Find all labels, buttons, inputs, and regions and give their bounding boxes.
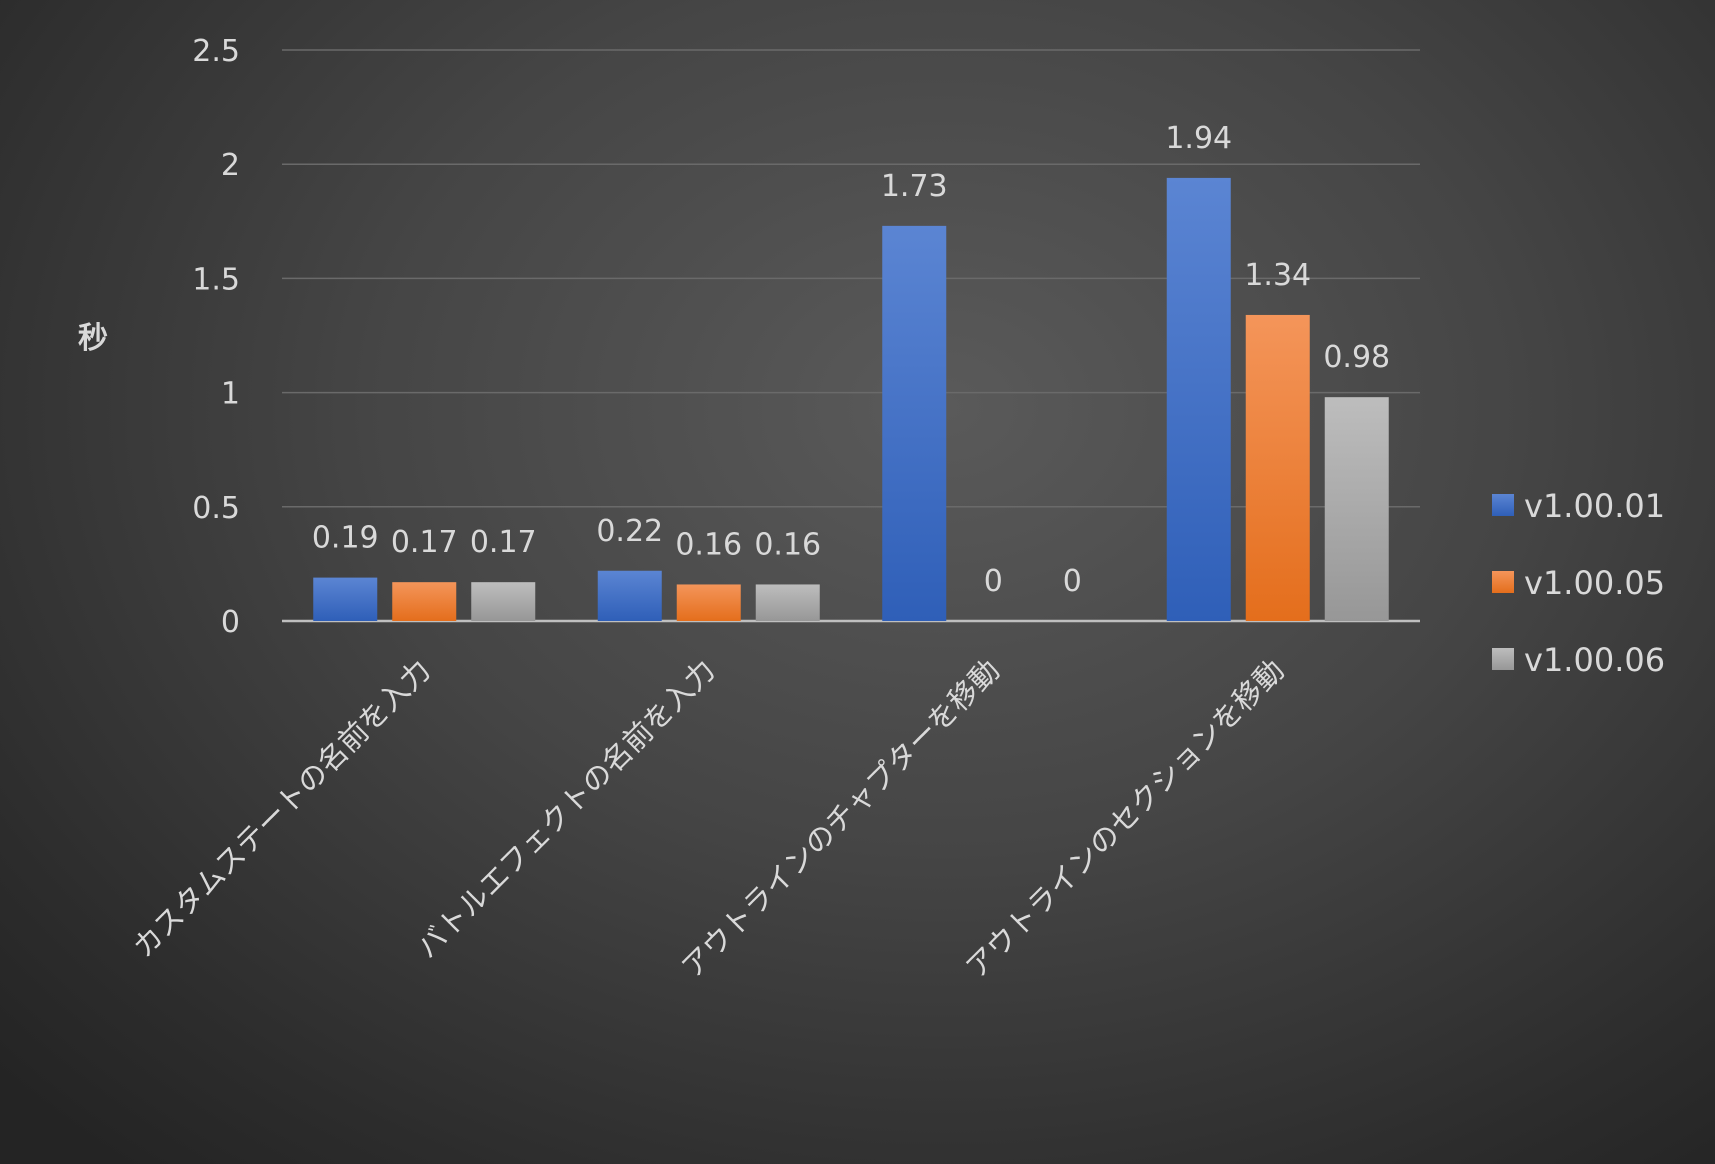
x-axis-labels: カスタムステートの名前を入力バトルエフェクトの名前を入力アウトラインのチャプター…: [126, 653, 1291, 985]
legend-label: v1.00.01: [1524, 487, 1665, 525]
data-label: 0: [1063, 564, 1082, 599]
bar-v1.00.01-1: [597, 570, 662, 621]
bar-v1.00.06-1: [755, 584, 820, 621]
legend: v1.00.01 v1.00.05 v1.00.06: [1492, 487, 1665, 679]
legend-label: v1.00.06: [1524, 641, 1665, 679]
y-tick-label: 0.5: [192, 491, 240, 526]
y-tick-label: 1.5: [192, 262, 240, 297]
x-tick-label: バトルエフェクトの名前を入力: [410, 653, 722, 965]
x-tick-label: アウトラインのチャプターを移動: [675, 653, 1006, 984]
data-label: 1.94: [1165, 121, 1232, 156]
bar-v1.00.01-2: [882, 225, 947, 622]
y-tick-label: 2: [221, 148, 240, 183]
bar-v1.00.05-3: [1245, 314, 1310, 621]
legend-swatch: [1492, 648, 1514, 670]
legend-swatch: [1492, 571, 1514, 593]
y-axis-ticks: 0 0.5 1 1.5 2 2.5: [192, 34, 240, 640]
data-label: 0.16: [675, 527, 742, 562]
y-axis-title: 秒: [78, 321, 108, 356]
bars: [313, 177, 1389, 622]
data-label: 0.98: [1323, 340, 1390, 375]
bar-v1.00.01-0: [313, 577, 378, 621]
y-tick-label: 2.5: [192, 34, 240, 69]
x-tick-label: アウトラインのセクションを移動: [959, 653, 1291, 985]
data-label: 0.17: [391, 525, 458, 560]
bar-v1.00.06-3: [1324, 397, 1389, 621]
legend-swatch: [1492, 494, 1514, 516]
data-label: 0.17: [470, 525, 537, 560]
y-tick-label: 0: [221, 605, 240, 640]
data-label: 1.34: [1244, 258, 1311, 293]
bar-v1.00.06-0: [471, 582, 536, 621]
data-label: 1.73: [881, 169, 948, 204]
bar-v1.00.05-0: [392, 582, 457, 621]
bar-v1.00.05-1: [676, 584, 741, 621]
data-label: 0.19: [312, 521, 379, 556]
data-labels: 0.19 0.17 0.17 0.22 0.16 0.16 1.73 0 0 1.94 1.34 0.…: [312, 121, 1390, 599]
data-label: 0.22: [596, 514, 663, 549]
y-tick-label: 1: [221, 377, 240, 412]
data-label: 0: [984, 564, 1003, 599]
x-tick-label: カスタムステートの名前を入力: [126, 653, 437, 964]
data-label: 0.16: [754, 527, 821, 562]
legend-label: v1.00.05: [1524, 564, 1665, 602]
bar-v1.00.01-3: [1166, 177, 1231, 622]
